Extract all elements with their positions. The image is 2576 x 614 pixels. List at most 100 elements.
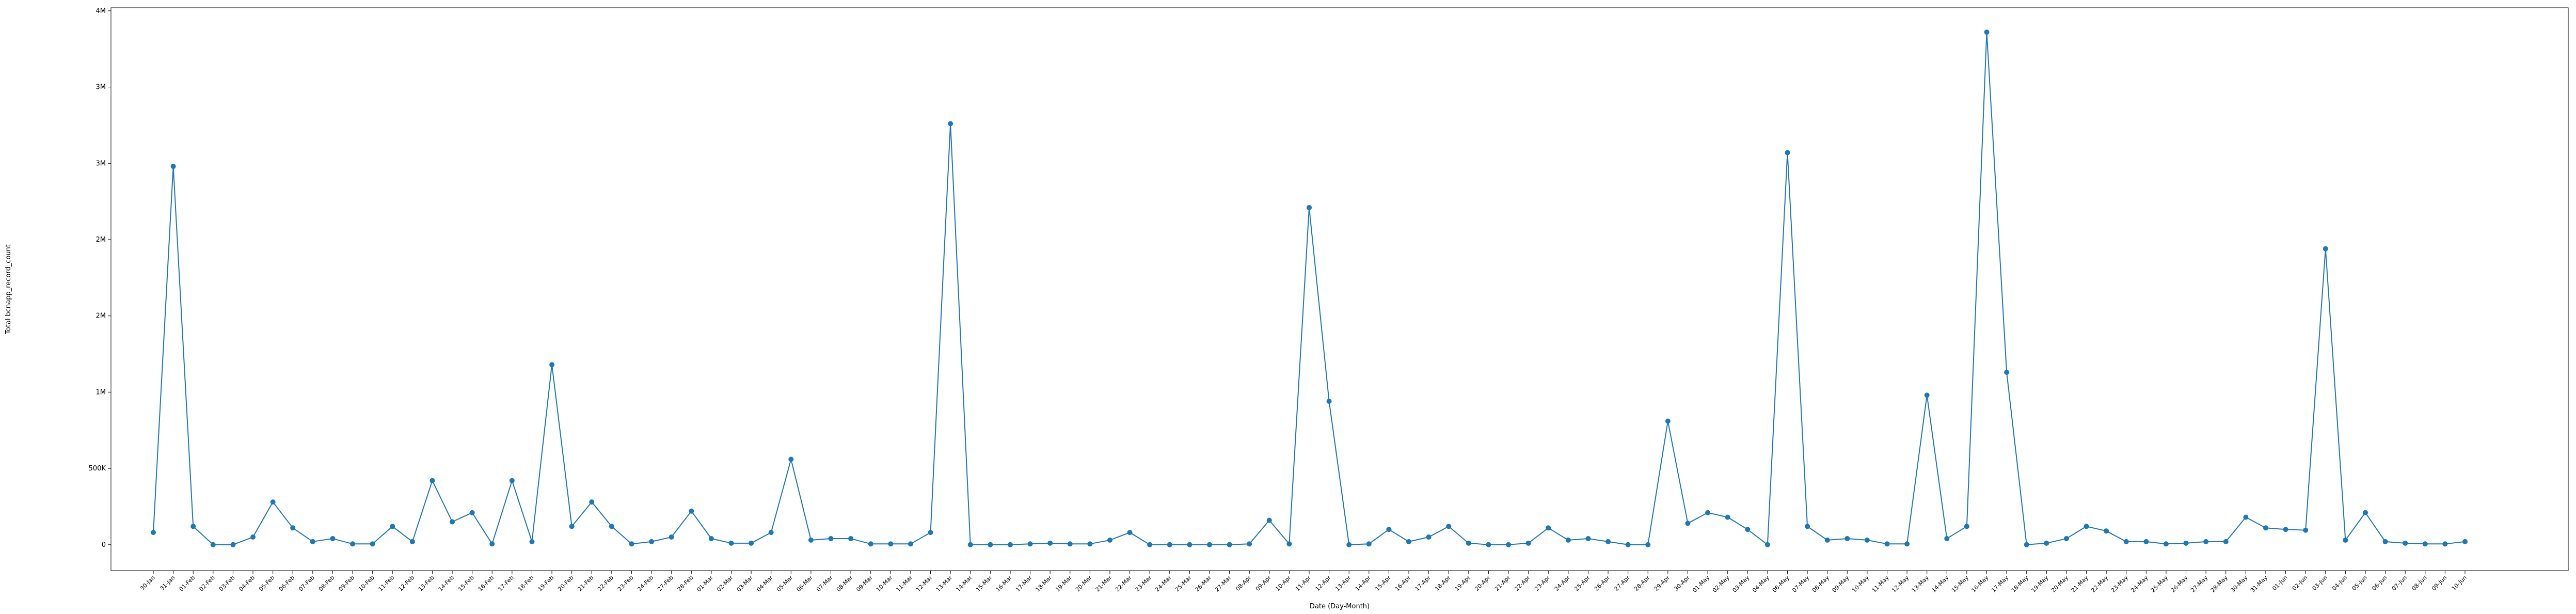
x-tick-label: 08-Jun: [2410, 574, 2428, 592]
x-tick-label: 18-Mar: [1035, 574, 1054, 593]
data-point: [689, 508, 694, 514]
x-axis-label: Date (Day-Month): [1310, 603, 1370, 610]
data-point: [210, 542, 216, 547]
x-tick-label: 26-Mar: [1194, 574, 1213, 593]
x-tick-label: 28-Apr: [1633, 574, 1651, 593]
data-point: [409, 539, 415, 544]
data-point: [1944, 536, 1950, 541]
x-tick-label: 11-May: [1871, 574, 1890, 594]
data-point: [2243, 514, 2249, 520]
x-tick-label: 27-Apr: [1613, 574, 1632, 593]
x-tick-label: 14-Mar: [955, 574, 974, 593]
data-point: [1864, 537, 1870, 543]
data-point: [469, 510, 475, 515]
data-point: [2403, 540, 2408, 546]
x-tick-label: 06-Mar: [795, 574, 814, 593]
x-tick-label: 08-May: [1811, 574, 1831, 594]
x-tick-label: 10-Mar: [875, 574, 894, 593]
data-point: [728, 540, 734, 546]
data-point: [489, 541, 495, 547]
x-tick-label: 04-May: [1751, 574, 1771, 594]
x-tick-label: 19-May: [2030, 574, 2049, 594]
x-tick-label: 16-Apr: [1394, 574, 1412, 593]
data-point: [250, 534, 256, 540]
x-tick-label: 12-Feb: [397, 574, 416, 593]
x-tick-label: 02-Mar: [715, 574, 735, 593]
data-point: [1525, 540, 1531, 546]
x-tick-label: 04-Mar: [755, 574, 774, 593]
data-point: [649, 539, 655, 544]
data-point: [848, 536, 854, 541]
data-point: [1605, 539, 1611, 544]
x-tick-label: 11-Apr: [1294, 574, 1313, 593]
x-tick-label: 16-Feb: [477, 574, 496, 593]
data-point: [1685, 521, 1691, 526]
data-point: [1625, 542, 1631, 547]
data-point: [2203, 539, 2209, 544]
x-tick-label: 13-May: [1911, 574, 1930, 594]
x-tick-label: 11-Mar: [895, 574, 914, 593]
data-point: [708, 536, 714, 541]
x-tick-label: 21-Apr: [1493, 574, 1512, 593]
data-point: [1665, 418, 1671, 424]
data-point: [2163, 541, 2169, 547]
data-point: [2263, 525, 2268, 531]
x-tick-label: 25-Mar: [1174, 574, 1193, 593]
data-point: [1386, 527, 1392, 532]
data-point: [1725, 514, 1730, 520]
x-tick-label: 31-Jan: [158, 574, 176, 592]
data-point: [549, 362, 555, 368]
data-point: [2442, 541, 2448, 547]
data-point: [569, 524, 575, 529]
data-point: [1824, 537, 1830, 543]
data-point: [2084, 524, 2089, 529]
x-tick-label: 20-Mar: [1074, 574, 1093, 593]
data-point: [2343, 537, 2348, 543]
data-point: [1745, 527, 1751, 532]
plot-frame: [110, 7, 2569, 571]
data-point: [669, 534, 674, 540]
data-point: [2422, 541, 2428, 547]
data-point: [330, 536, 336, 541]
x-tick-label: 14-Apr: [1354, 574, 1373, 593]
data-point: [1406, 539, 1412, 544]
x-tick-label: 18-Apr: [1434, 574, 1452, 593]
x-tick-label: 29-Apr: [1653, 574, 1672, 593]
x-tick-label: 21-Feb: [577, 574, 595, 593]
x-tick-label: 22-May: [2090, 574, 2109, 594]
x-tick-label: 12-May: [1890, 574, 1910, 594]
x-tick-label: 27-May: [2189, 574, 2209, 594]
data-point: [350, 541, 356, 547]
data-point: [629, 541, 634, 547]
data-point: [1805, 524, 1810, 529]
x-tick-label: 28-May: [2209, 574, 2229, 594]
data-point: [1067, 541, 1073, 547]
x-tick-label: 14-May: [1930, 574, 1950, 594]
y-tick-label: 0: [102, 541, 106, 549]
data-point: [1366, 541, 1372, 547]
data-point: [1147, 542, 1153, 547]
x-tick-label: 18-May: [2010, 574, 2030, 594]
data-point: [2044, 540, 2049, 546]
x-tick-label: 19-Mar: [1054, 574, 1073, 593]
data-point: [310, 539, 315, 544]
data-point: [609, 524, 614, 529]
data-point: [967, 542, 973, 547]
data-point: [2143, 539, 2149, 544]
x-tick-label: 18-Feb: [517, 574, 535, 593]
data-point: [290, 525, 296, 531]
data-point: [2004, 369, 2010, 375]
data-point: [749, 540, 754, 546]
x-tick-label: 21-Mar: [1094, 574, 1114, 593]
x-tick-label: 23-May: [2110, 574, 2129, 594]
data-point: [1167, 542, 1172, 547]
x-tick-label: 07-May: [1791, 574, 1810, 594]
data-point: [768, 530, 774, 536]
x-tick-label: 03-Jun: [2311, 574, 2329, 592]
data-point: [1087, 541, 1093, 547]
x-tick-label: 11-Feb: [377, 574, 396, 593]
x-tick-label: 30-Jan: [139, 574, 156, 592]
data-point: [1645, 542, 1651, 547]
data-point: [1127, 530, 1133, 536]
